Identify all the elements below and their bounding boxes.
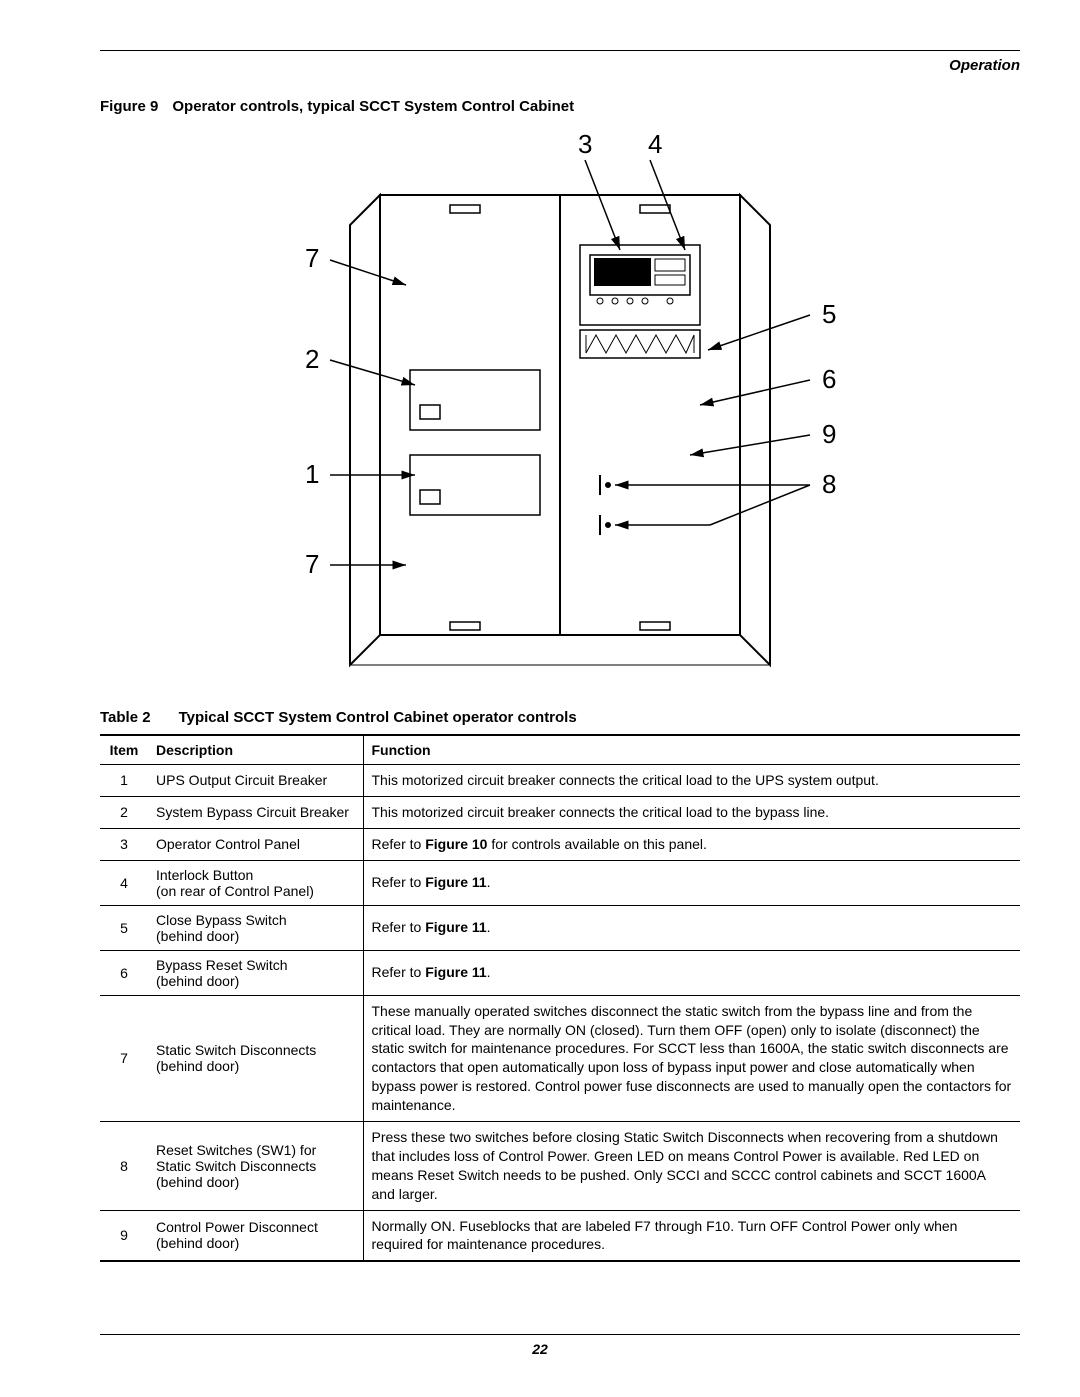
cell-description: Bypass Reset Switch(behind door)	[148, 950, 363, 995]
figure-label: Figure 9	[100, 98, 158, 115]
table-row: 5Close Bypass Switch(behind door)Refer t…	[100, 905, 1020, 950]
table-row: 3Operator Control PanelRefer to Figure 1…	[100, 828, 1020, 860]
col-function: Function	[363, 735, 1020, 765]
cell-item: 7	[100, 995, 148, 1121]
table-row: 2System Bypass Circuit BreakerThis motor…	[100, 796, 1020, 828]
callout-4: 4	[648, 129, 662, 159]
col-item: Item	[100, 735, 148, 765]
cell-item: 1	[100, 765, 148, 797]
table-row: 6Bypass Reset Switch(behind door)Refer t…	[100, 950, 1020, 995]
cabinet-diagram: 3 4 7 2 1 7 5 6 9 8	[100, 125, 1020, 685]
cell-item: 8	[100, 1122, 148, 1211]
cell-description: Static Switch Disconnects(behind door)	[148, 995, 363, 1121]
cell-function: Refer to Figure 11.	[363, 860, 1020, 905]
callout-5: 5	[822, 299, 836, 329]
cell-function: Press these two switches before closing …	[363, 1122, 1020, 1211]
cell-description: Close Bypass Switch(behind door)	[148, 905, 363, 950]
table-row: 1UPS Output Circuit BreakerThis motorize…	[100, 765, 1020, 797]
cell-description: Reset Switches (SW1) for Static Switch D…	[148, 1122, 363, 1211]
controls-table: Item Description Function 1UPS Output Ci…	[100, 734, 1020, 1262]
table-row: 7Static Switch Disconnects(behind door)T…	[100, 995, 1020, 1121]
callout-8: 8	[822, 469, 836, 499]
cell-function: Refer to Figure 11.	[363, 950, 1020, 995]
cell-description: Operator Control Panel	[148, 828, 363, 860]
table-caption: Table 2 Typical SCCT System Control Cabin…	[100, 709, 1020, 726]
cell-function: Refer to Figure 10 for controls availabl…	[363, 828, 1020, 860]
cell-description: UPS Output Circuit Breaker	[148, 765, 363, 797]
table-row: 8Reset Switches (SW1) for Static Switch …	[100, 1122, 1020, 1211]
callout-6: 6	[822, 364, 836, 394]
callout-7b: 7	[305, 549, 319, 579]
cell-item: 6	[100, 950, 148, 995]
table-title: Typical SCCT System Control Cabinet oper…	[179, 709, 577, 726]
cell-description: Interlock Button(on rear of Control Pane…	[148, 860, 363, 905]
cell-item: 5	[100, 905, 148, 950]
cell-item: 4	[100, 860, 148, 905]
cell-function: This motorized circuit breaker connects …	[363, 796, 1020, 828]
cell-item: 9	[100, 1210, 148, 1261]
cell-item: 3	[100, 828, 148, 860]
page-number: 22	[0, 1341, 1080, 1357]
cell-item: 2	[100, 796, 148, 828]
section-header: Operation	[100, 57, 1020, 74]
callout-7a: 7	[305, 243, 319, 273]
cell-description: System Bypass Circuit Breaker	[148, 796, 363, 828]
table-row: 4Interlock Button(on rear of Control Pan…	[100, 860, 1020, 905]
callout-1: 1	[305, 459, 319, 489]
col-description: Description	[148, 735, 363, 765]
cell-function: Normally ON. Fuseblocks that are labeled…	[363, 1210, 1020, 1261]
table-row: 9Control Power Disconnect(behind door)No…	[100, 1210, 1020, 1261]
table-label: Table 2	[100, 709, 151, 726]
callout-3: 3	[578, 129, 592, 159]
callout-9: 9	[822, 419, 836, 449]
cell-function: Refer to Figure 11.	[363, 905, 1020, 950]
callout-2: 2	[305, 344, 319, 374]
figure-caption: Figure 9 Operator controls, typical SCCT …	[100, 98, 1020, 115]
cell-function: These manually operated switches disconn…	[363, 995, 1020, 1121]
cell-description: Control Power Disconnect(behind door)	[148, 1210, 363, 1261]
figure-title: Operator controls, typical SCCT System C…	[172, 98, 574, 115]
cell-function: This motorized circuit breaker connects …	[363, 765, 1020, 797]
